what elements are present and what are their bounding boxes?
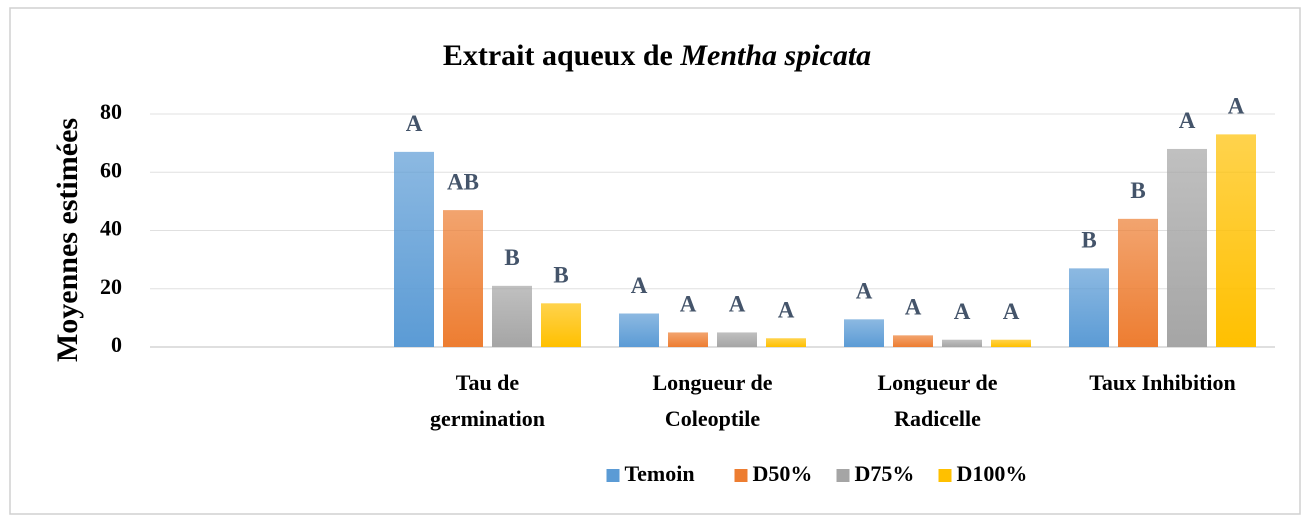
letter: A <box>856 279 873 304</box>
bar <box>893 335 933 347</box>
letter: AB <box>447 169 479 194</box>
bar <box>443 210 483 347</box>
x-tick-label: Longueur de Radicelle <box>877 370 997 431</box>
letter: A <box>680 292 697 317</box>
bar <box>942 339 982 347</box>
bar <box>492 285 532 347</box>
letter: A <box>778 298 795 323</box>
letter: A <box>729 292 746 317</box>
bar <box>717 332 757 347</box>
letter: B <box>1081 228 1096 253</box>
bar <box>394 151 434 347</box>
letter: A <box>905 295 922 320</box>
y-tick-label: 0 <box>111 332 122 357</box>
x-tick-label: Longueur de Coleoptile <box>652 370 772 431</box>
letter: B <box>1130 178 1145 203</box>
legend-label: D50% <box>753 461 813 486</box>
bar <box>1069 268 1109 347</box>
bar <box>844 319 884 347</box>
letter: B <box>504 245 519 270</box>
letter: A <box>1228 94 1245 119</box>
frame <box>9 7 1301 515</box>
bar <box>1118 218 1158 347</box>
legend-label: Temoin <box>625 461 695 486</box>
letter: A <box>406 111 423 136</box>
bar <box>991 339 1031 347</box>
letter: A <box>631 273 648 298</box>
legend-label: D100% <box>957 461 1028 486</box>
legend-label: D75% <box>855 461 915 486</box>
title-species: Mentha spicata <box>679 39 871 72</box>
chart-title: Extrait aqueux de Mentha spicata <box>443 39 871 72</box>
y-tick-label: 20 <box>100 274 122 299</box>
y-tick-label: 40 <box>100 216 122 241</box>
x-tick-label: Tau de germination <box>430 370 545 431</box>
y-tick-label: 80 <box>100 99 122 124</box>
bar <box>1216 134 1256 347</box>
y-tick-label: 60 <box>100 157 122 182</box>
bar <box>619 313 659 347</box>
letter: A <box>1179 108 1196 133</box>
letter: A <box>954 299 971 324</box>
bar <box>541 303 581 347</box>
legend-swatch <box>606 469 620 482</box>
letter: B <box>553 263 568 288</box>
bar <box>766 338 806 347</box>
x-tick-label: Taux Inhibition <box>1089 370 1236 395</box>
legend-swatch <box>938 469 952 482</box>
y-axis-label: Moyennes estimées <box>51 118 84 362</box>
bar <box>668 332 708 347</box>
bar <box>1167 148 1207 347</box>
letter: A <box>1003 299 1020 324</box>
legend-swatch <box>836 469 850 482</box>
title-main: Extrait aqueux de <box>443 39 681 72</box>
legend-swatch <box>734 469 748 482</box>
